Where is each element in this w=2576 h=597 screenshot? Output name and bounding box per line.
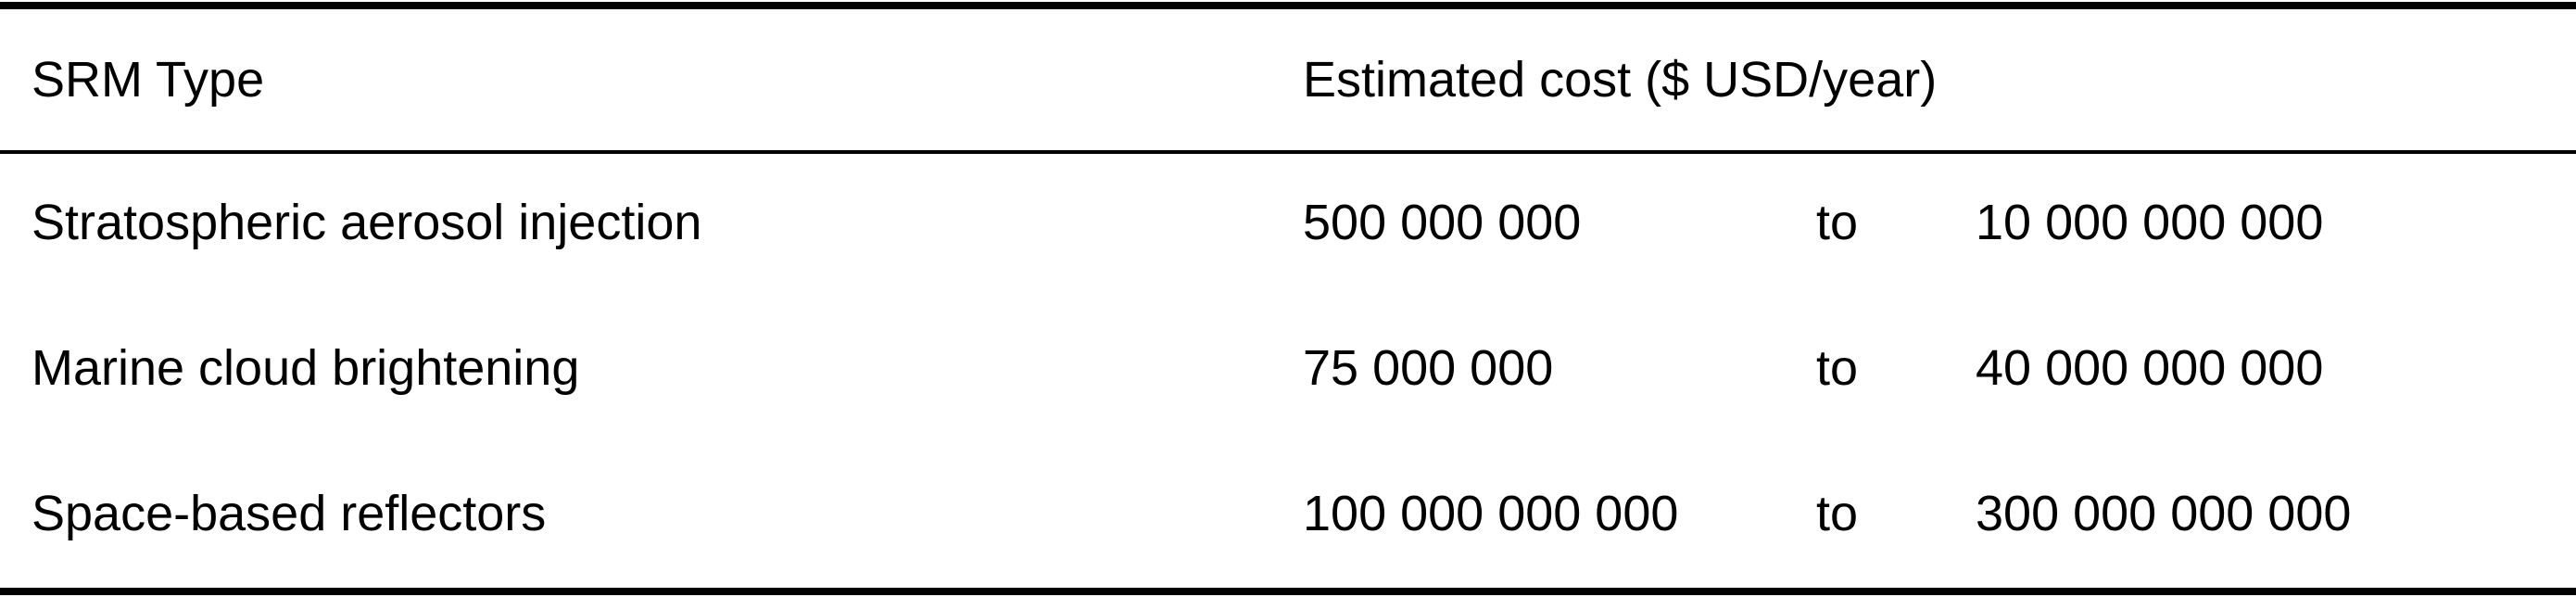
row-marine-to: to [1816, 340, 1859, 396]
row-stratospheric-type: Stratospheric aerosol injection [32, 195, 702, 250]
table-top-rule [0, 2, 2576, 9]
table-bottom-rule [0, 588, 2576, 595]
header-srm-type: SRM Type [32, 52, 265, 108]
header-estimated-cost: Estimated cost ($ USD/year) [1303, 52, 1938, 108]
row-stratospheric-lower: 500 000 000 [1303, 195, 1582, 250]
row-stratospheric-upper: 10 000 000 000 [1976, 195, 2324, 250]
row-space-lower: 100 000 000 000 [1303, 486, 1679, 541]
row-space-upper: 300 000 000 000 [1976, 486, 2352, 541]
row-marine-upper: 40 000 000 000 [1976, 340, 2324, 396]
table-header-rule [0, 150, 2576, 154]
row-space-to: to [1816, 486, 1859, 541]
row-marine-type: Marine cloud brightening [32, 340, 580, 396]
row-marine-lower: 75 000 000 [1303, 340, 1554, 396]
row-space-type: Space-based reflectors [32, 486, 547, 541]
row-stratospheric-to: to [1816, 195, 1859, 250]
